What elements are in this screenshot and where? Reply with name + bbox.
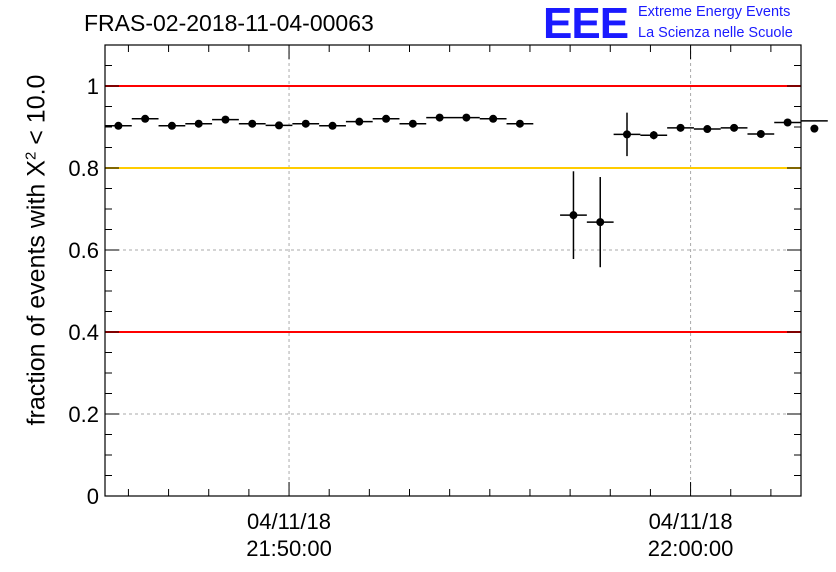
data-point-22 xyxy=(730,123,739,132)
data-point-10 xyxy=(382,114,391,123)
data-point-17 xyxy=(596,218,605,227)
y-axis-label-superscript: 2 xyxy=(22,151,40,161)
x-tick-date-label-1: 04/11/18 xyxy=(649,509,733,534)
data-point-18 xyxy=(623,130,631,139)
data-point-9 xyxy=(355,117,364,126)
data-point-3 xyxy=(194,119,203,128)
data-point-23 xyxy=(756,129,765,138)
data-point-11 xyxy=(408,119,417,128)
y-tick-label-3: 0.6 xyxy=(68,238,99,263)
logo-line-2: La Scienza nelle Scuole xyxy=(638,25,793,41)
y-tick-label-2: 0.4 xyxy=(68,320,99,345)
plot-frame xyxy=(104,44,802,497)
y-tick-label-0: 0 xyxy=(87,484,99,509)
data-point-19 xyxy=(649,131,658,140)
eee-logo: EEE xyxy=(543,0,629,48)
y-tick-label-5: 1 xyxy=(87,74,99,99)
data-point-25 xyxy=(810,124,819,133)
data-point-14 xyxy=(489,114,498,123)
data-point-24 xyxy=(783,118,792,127)
data-point-16 xyxy=(569,211,578,220)
data-point-21 xyxy=(703,125,712,134)
x-tick-date-label-0: 04/11/18 xyxy=(247,509,331,534)
data-point-13 xyxy=(462,113,471,122)
data-point-7 xyxy=(301,119,310,128)
x-tick-time-label-1: 22:00:00 xyxy=(648,536,734,561)
data-point-20 xyxy=(676,123,685,132)
data-point-5 xyxy=(248,119,257,128)
chart-title: FRAS-02-2018-11-04-00063 xyxy=(84,10,374,36)
data-point-0 xyxy=(114,121,123,130)
data-point-12 xyxy=(435,113,444,122)
y-axis-label-suffix: < 10.0 xyxy=(22,74,51,152)
data-point-2 xyxy=(167,121,176,130)
data-point-1 xyxy=(141,114,150,123)
y-tick-label-1: 0.2 xyxy=(68,402,99,427)
data-point-8 xyxy=(328,121,337,130)
y-tick-label-4: 0.8 xyxy=(68,156,99,181)
x-tick-time-label-0: 21:50:00 xyxy=(246,536,332,561)
logo-line-1: Extreme Energy Events xyxy=(638,4,791,20)
y-axis-label: fraction of events with X2 < 10.0 xyxy=(22,75,51,426)
y-axis-label-prefix: fraction of events with X xyxy=(22,160,51,426)
data-point-4 xyxy=(221,115,230,124)
data-point-6 xyxy=(275,121,283,130)
data-point-15 xyxy=(515,119,524,128)
